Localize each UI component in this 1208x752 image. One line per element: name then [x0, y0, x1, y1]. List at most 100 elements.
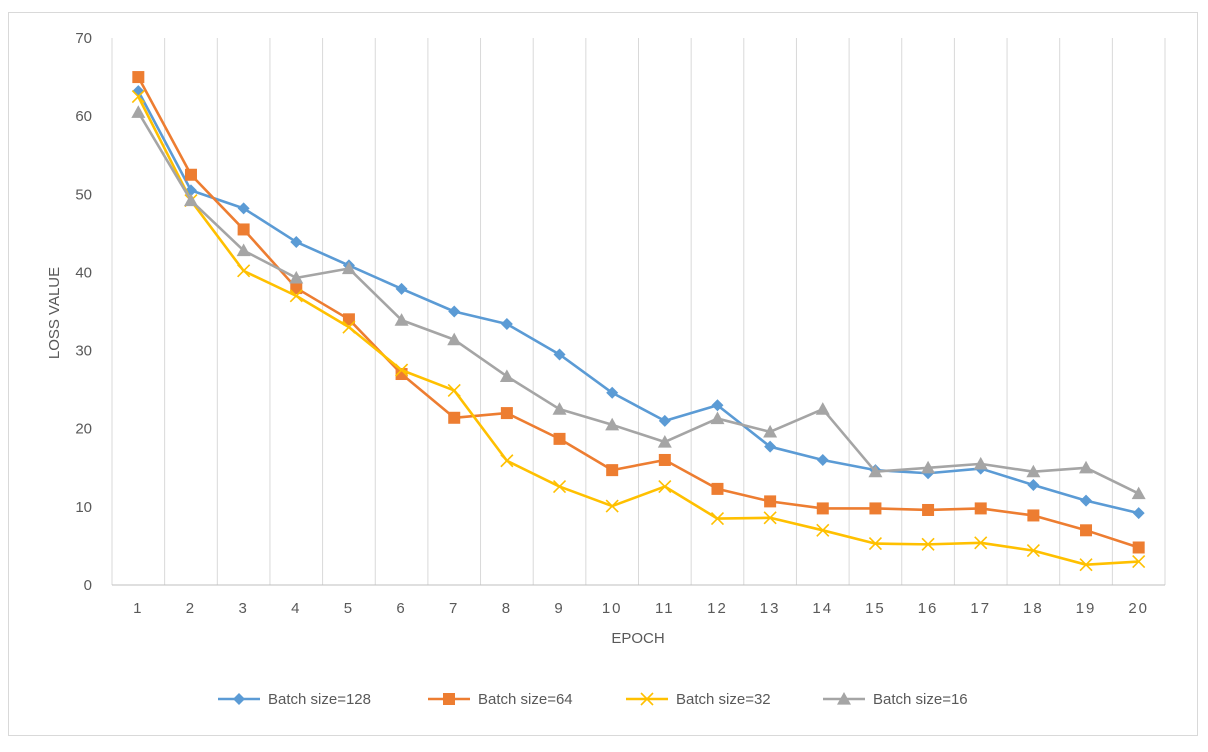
x-tick-label: 10: [602, 600, 623, 617]
data-point: [341, 261, 356, 275]
data-point: [974, 536, 988, 550]
data-point: [1027, 478, 1040, 491]
data-point: [289, 270, 304, 284]
series-1: [132, 85, 1145, 520]
data-point: [500, 318, 513, 331]
y-tick-label: 20: [75, 421, 92, 438]
series-2: [132, 71, 1145, 554]
legend-marker: [233, 693, 245, 705]
x-tick-label: 3: [238, 600, 248, 617]
data-point: [657, 434, 672, 448]
data-point: [342, 313, 355, 326]
y-tick-label: 10: [75, 499, 92, 516]
data-point: [816, 523, 830, 537]
data-point: [290, 282, 303, 295]
data-point: [974, 502, 987, 515]
data-point: [921, 537, 935, 551]
x-tick-label: 9: [554, 600, 564, 617]
data-point: [237, 264, 251, 278]
data-point: [711, 399, 724, 412]
data-point: [1132, 507, 1145, 520]
x-tick-label: 14: [812, 600, 833, 617]
data-point: [1079, 460, 1094, 474]
data-point: [764, 440, 777, 453]
legend-item: Batch size=64: [428, 691, 573, 708]
data-point: [710, 512, 725, 526]
legend-item: Batch size=16: [823, 691, 968, 708]
y-axis-tick-labels: 0 10 20 30 40 50 60 70: [75, 30, 92, 594]
data-point: [815, 402, 830, 415]
data-point: [711, 482, 724, 495]
data-point: [447, 383, 461, 397]
data-point: [710, 411, 725, 425]
data-point: [131, 90, 145, 104]
x-tick-label: 6: [396, 600, 406, 617]
data-point: [868, 464, 883, 478]
x-tick-label: 17: [970, 600, 991, 617]
y-tick-label: 0: [84, 577, 92, 594]
data-point: [764, 495, 777, 508]
y-tick-label: 30: [75, 343, 92, 360]
data-point: [763, 424, 778, 438]
data-point: [1026, 464, 1041, 478]
x-tick-label: 19: [1076, 600, 1097, 617]
x-tick-label: 18: [1023, 600, 1044, 617]
data-point: [132, 71, 145, 84]
data-point: [448, 305, 461, 318]
series-line: [137, 96, 1139, 566]
y-tick-label: 70: [75, 30, 92, 47]
data-point: [922, 503, 935, 516]
x-tick-label: 1: [133, 600, 143, 617]
data-point: [973, 456, 988, 470]
x-axis-tick-labels: 1 2 3 4 5 6 7 8 9 10 11 12 13 14 15 16 17 18 19 20: [133, 600, 1149, 617]
data-point: [237, 202, 250, 215]
x-tick-label: 5: [344, 600, 354, 617]
data-point: [816, 453, 829, 466]
data-point: [1026, 544, 1040, 558]
series-line: [137, 76, 1140, 549]
data-point: [395, 363, 409, 377]
data-point: [131, 105, 146, 118]
x-tick-label: 20: [1128, 600, 1149, 617]
data-point: [447, 332, 462, 346]
legend-label: Batch size=32: [676, 691, 771, 708]
x-tick-label: 4: [291, 600, 301, 617]
legend-item: Batch size=32: [626, 691, 771, 708]
data-point: [605, 417, 620, 431]
data-point: [1132, 541, 1145, 554]
data-point: [553, 432, 566, 445]
data-point: [606, 386, 619, 399]
data-point: [1079, 558, 1093, 572]
series-4: [131, 105, 1146, 500]
data-point: [394, 313, 409, 326]
y-tick-label: 60: [75, 108, 92, 125]
x-tick-label: 16: [918, 600, 939, 617]
data-point: [184, 168, 197, 181]
legend-marker: [837, 692, 851, 705]
data-point: [552, 479, 567, 494]
data-point: [289, 289, 303, 303]
data-point: [395, 282, 408, 295]
data-series: [131, 71, 1146, 572]
x-tick-label: 8: [502, 600, 512, 617]
x-tick-label: 2: [186, 600, 196, 617]
data-point: [552, 402, 567, 415]
legend-item: Batch size=128: [218, 691, 371, 708]
vertical-gridlines: [111, 38, 1166, 585]
data-point: [921, 460, 936, 474]
y-tick-label: 40: [75, 264, 92, 281]
data-point: [500, 454, 514, 468]
data-point: [237, 223, 250, 236]
x-axis-title: EPOCH: [611, 630, 664, 647]
data-point: [183, 193, 198, 207]
data-point: [448, 411, 461, 424]
legend-marker: [443, 693, 455, 705]
x-tick-label: 12: [707, 600, 728, 617]
data-point: [658, 479, 672, 494]
data-point: [1132, 554, 1146, 569]
data-point: [606, 464, 619, 477]
y-axis-title: LOSS VALUE: [46, 267, 63, 359]
data-point: [1080, 494, 1093, 507]
data-point: [816, 502, 829, 515]
